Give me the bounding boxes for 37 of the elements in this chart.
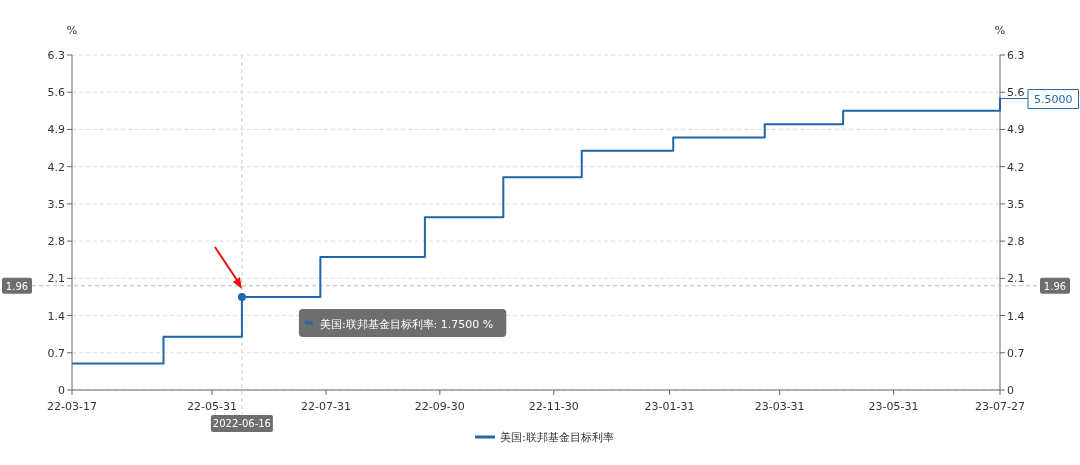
y-tick-label: 6.3 (47, 49, 65, 62)
y-tick-label: 4.2 (47, 160, 65, 174)
x-tick-label: 22-11-30 (528, 400, 579, 413)
y2-tick-label: 2.8 (1007, 235, 1025, 249)
y-tick-label: 0 (58, 384, 65, 397)
y2-axis-title: % (994, 24, 1006, 37)
y-axis-title: % (66, 24, 78, 37)
y-tick-label: 5.6 (47, 86, 65, 100)
y2-tick-label: 1.4 (1007, 309, 1025, 323)
ref-line-label: 2022-06-16 (212, 418, 271, 429)
ref-line-label: 1.96 (1043, 280, 1067, 292)
y2-tick-label: 4.2 (1007, 160, 1025, 174)
x-tick-label: 23-03-31 (754, 400, 805, 413)
legend-label: 美国:联邦基金目标利率 (500, 431, 614, 444)
x-tick-label: 23-07-27 (975, 400, 1025, 413)
y2-tick-label: 3.5 (1007, 197, 1025, 211)
x-tick-label: 23-01-31 (644, 400, 695, 413)
y-tick-label: 4.9 (47, 123, 65, 137)
x-tick-label: 22-09-30 (414, 400, 465, 413)
x-tick-label: 22-07-31 (300, 400, 351, 413)
y-tick-label: 1.4 (47, 309, 65, 323)
x-tick-label: 23-05-31 (868, 400, 919, 413)
y-tick-label: 0.7 (47, 346, 65, 360)
annotation: 5.5000 (1034, 92, 1073, 106)
y2-tick-label: 0 (1007, 384, 1014, 397)
annotation: 美国:联邦基金目标利率: 1.7500 % (319, 317, 494, 331)
x-tick-label: 22-05-31 (187, 400, 238, 413)
x-tick-label: 22-03-17 (47, 400, 97, 413)
y-tick-label: 2.8 (47, 235, 65, 249)
y2-tick-label: 4.9 (1007, 123, 1025, 137)
y2-tick-label: 0.7 (1007, 346, 1025, 360)
y2-tick-label: 2.1 (1007, 272, 1025, 286)
y2-tick-label: 6.3 (1007, 49, 1025, 62)
y-tick-label: 3.5 (47, 197, 65, 211)
text: 1.96 (5, 280, 29, 292)
y2-tick-label: 5.6 (1007, 86, 1025, 100)
y-tick-label: 2.1 (47, 272, 65, 286)
